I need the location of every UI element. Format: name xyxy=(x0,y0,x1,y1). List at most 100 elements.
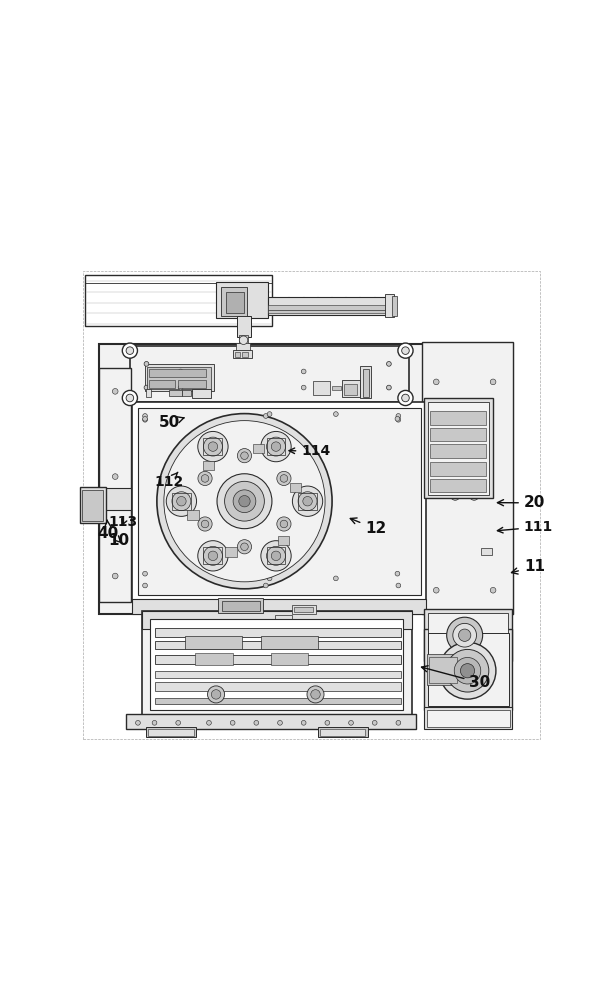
Circle shape xyxy=(396,417,401,422)
Bar xyxy=(430,462,486,476)
Bar xyxy=(203,547,222,564)
Bar xyxy=(85,275,272,326)
Bar xyxy=(425,398,493,498)
Bar xyxy=(203,461,214,470)
Bar xyxy=(155,671,401,678)
Bar xyxy=(195,653,233,665)
Text: 114: 114 xyxy=(289,444,331,458)
Bar xyxy=(187,510,199,520)
Text: 11: 11 xyxy=(511,559,545,574)
Bar xyxy=(425,707,512,729)
Circle shape xyxy=(458,629,471,641)
Circle shape xyxy=(233,490,256,513)
Circle shape xyxy=(225,481,265,521)
Bar xyxy=(233,350,252,358)
Circle shape xyxy=(263,414,268,418)
Bar xyxy=(278,536,289,545)
Bar xyxy=(430,444,486,458)
Bar xyxy=(298,493,317,510)
Circle shape xyxy=(334,412,338,416)
Bar xyxy=(219,598,263,613)
Circle shape xyxy=(433,379,439,385)
Text: 10: 10 xyxy=(109,533,130,548)
Bar xyxy=(183,390,191,396)
Circle shape xyxy=(280,520,288,528)
Bar xyxy=(235,352,240,357)
Bar xyxy=(344,384,357,395)
Circle shape xyxy=(454,657,481,684)
Bar xyxy=(266,547,285,564)
Bar xyxy=(169,390,182,396)
Bar xyxy=(320,729,365,736)
Circle shape xyxy=(277,720,282,725)
Circle shape xyxy=(307,686,324,703)
Bar xyxy=(185,636,242,649)
Bar xyxy=(142,611,412,629)
Circle shape xyxy=(372,720,377,725)
Circle shape xyxy=(241,543,248,551)
Circle shape xyxy=(201,520,209,528)
Circle shape xyxy=(198,517,212,531)
Circle shape xyxy=(395,571,400,576)
Bar xyxy=(225,292,244,313)
Circle shape xyxy=(172,492,191,511)
Text: 20: 20 xyxy=(497,495,545,510)
Bar xyxy=(313,381,330,395)
Bar xyxy=(147,389,151,397)
Circle shape xyxy=(450,491,460,500)
Bar xyxy=(155,655,401,664)
Circle shape xyxy=(261,431,291,462)
Circle shape xyxy=(267,412,272,416)
Text: 30: 30 xyxy=(422,666,491,690)
Circle shape xyxy=(112,474,118,479)
Circle shape xyxy=(203,437,222,456)
Circle shape xyxy=(271,442,280,451)
Circle shape xyxy=(211,690,221,699)
Bar xyxy=(99,344,513,614)
Bar xyxy=(222,601,260,611)
Bar xyxy=(266,438,285,455)
Text: 113: 113 xyxy=(109,515,137,529)
Circle shape xyxy=(303,496,312,506)
Circle shape xyxy=(178,385,183,390)
Circle shape xyxy=(396,720,401,725)
Text: 50: 50 xyxy=(159,415,184,430)
Bar xyxy=(80,487,106,523)
Bar xyxy=(426,654,460,685)
Bar xyxy=(155,698,401,704)
Circle shape xyxy=(387,362,391,366)
Circle shape xyxy=(447,617,483,653)
Circle shape xyxy=(469,491,479,500)
Circle shape xyxy=(143,583,147,588)
Bar xyxy=(430,428,486,441)
Circle shape xyxy=(401,347,409,354)
Circle shape xyxy=(208,551,218,561)
Bar xyxy=(392,296,397,316)
Bar xyxy=(385,294,393,317)
Circle shape xyxy=(433,587,439,593)
Bar xyxy=(275,615,292,622)
Circle shape xyxy=(208,686,225,703)
Circle shape xyxy=(267,576,272,581)
Bar xyxy=(261,636,318,649)
Circle shape xyxy=(208,442,218,451)
Circle shape xyxy=(439,642,496,699)
Bar xyxy=(99,488,131,510)
Bar xyxy=(138,408,421,595)
Circle shape xyxy=(237,540,252,554)
Circle shape xyxy=(298,492,317,511)
Circle shape xyxy=(277,517,291,531)
Bar xyxy=(126,714,416,729)
Bar xyxy=(148,729,194,736)
Bar xyxy=(172,493,191,510)
Circle shape xyxy=(166,486,197,516)
Circle shape xyxy=(398,390,413,406)
Bar xyxy=(150,619,403,710)
Circle shape xyxy=(198,471,212,486)
Bar xyxy=(155,641,401,649)
Bar xyxy=(253,444,264,453)
Circle shape xyxy=(398,343,413,358)
Bar xyxy=(145,364,214,391)
Bar xyxy=(147,727,196,737)
Circle shape xyxy=(334,576,338,581)
